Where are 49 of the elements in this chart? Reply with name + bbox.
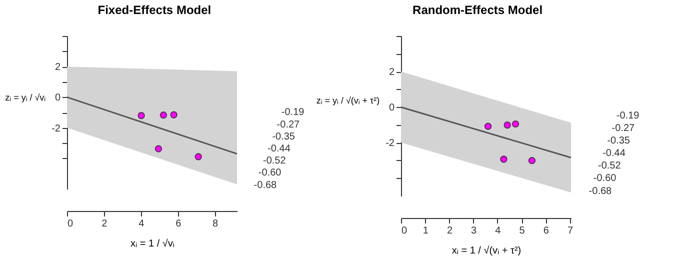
x-tick-label: 4 bbox=[138, 218, 145, 230]
chart-title: Fixed-Effects Model bbox=[98, 3, 212, 17]
text: -0.19 bbox=[616, 110, 640, 122]
text: -0.60 bbox=[593, 173, 617, 184]
text: -0.68 bbox=[588, 186, 612, 197]
x-tick-label: 6 bbox=[543, 226, 550, 236]
chart-title: Random-Effects Model bbox=[412, 3, 543, 17]
x-tick-label: 6 bbox=[176, 218, 182, 230]
text: -0.44 bbox=[602, 148, 626, 160]
point bbox=[154, 145, 162, 152]
text: -0.60 bbox=[258, 168, 282, 179]
x-tick-label: 3 bbox=[471, 226, 478, 236]
y-tick-label: -2 bbox=[386, 138, 395, 150]
y-axis-title: zᵢ = yᵢ / √vᵢ bbox=[5, 92, 46, 103]
point bbox=[500, 156, 508, 163]
point bbox=[194, 153, 202, 160]
x-axis-title: xᵢ = 1 / √(vᵢ + τ²) bbox=[452, 246, 522, 256]
y-tick-label: 2 bbox=[388, 67, 395, 78]
x-tick-label: 0 bbox=[68, 218, 74, 230]
text: -0.35 bbox=[272, 131, 296, 142]
text: -0.44 bbox=[268, 144, 291, 155]
point bbox=[504, 122, 511, 129]
text: -0.68 bbox=[254, 180, 278, 191]
x-tick-label: 2 bbox=[102, 218, 108, 230]
x-tick-label: 5 bbox=[519, 226, 526, 236]
text: -0.19 bbox=[281, 107, 305, 118]
y-tick-label: 2 bbox=[54, 62, 61, 74]
point bbox=[512, 120, 520, 128]
text: -0.52 bbox=[598, 160, 622, 172]
x-tick-label: 0 bbox=[402, 226, 408, 236]
point bbox=[138, 112, 145, 120]
x-tick-label: 2 bbox=[446, 226, 453, 236]
y-tick-label: 0 bbox=[388, 102, 395, 114]
point bbox=[528, 157, 536, 164]
x-axis-title: xᵢ = 1 / √vᵢ bbox=[130, 238, 175, 250]
point bbox=[160, 112, 168, 119]
text: -0.52 bbox=[263, 156, 286, 167]
text: -0.27 bbox=[276, 119, 300, 130]
text: -0.35 bbox=[607, 135, 630, 146]
y-axis-title: zᵢ = yᵢ / √(vᵢ + τ²) bbox=[316, 96, 380, 106]
x-tick-label: 1 bbox=[422, 226, 429, 236]
x-tick-label: 7 bbox=[568, 226, 574, 236]
y-tick-label: -2 bbox=[52, 123, 61, 134]
x-tick-label: 8 bbox=[212, 218, 219, 230]
text: -0.27 bbox=[612, 122, 636, 134]
y-tick-label: 0 bbox=[54, 92, 61, 104]
point bbox=[484, 122, 492, 130]
point bbox=[170, 111, 178, 118]
x-tick-label: 4 bbox=[495, 226, 502, 236]
